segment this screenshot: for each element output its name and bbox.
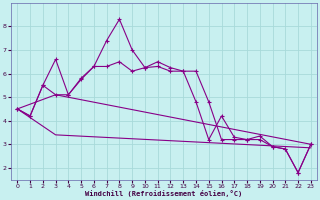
X-axis label: Windchill (Refroidissement éolien,°C): Windchill (Refroidissement éolien,°C) — [85, 190, 243, 197]
